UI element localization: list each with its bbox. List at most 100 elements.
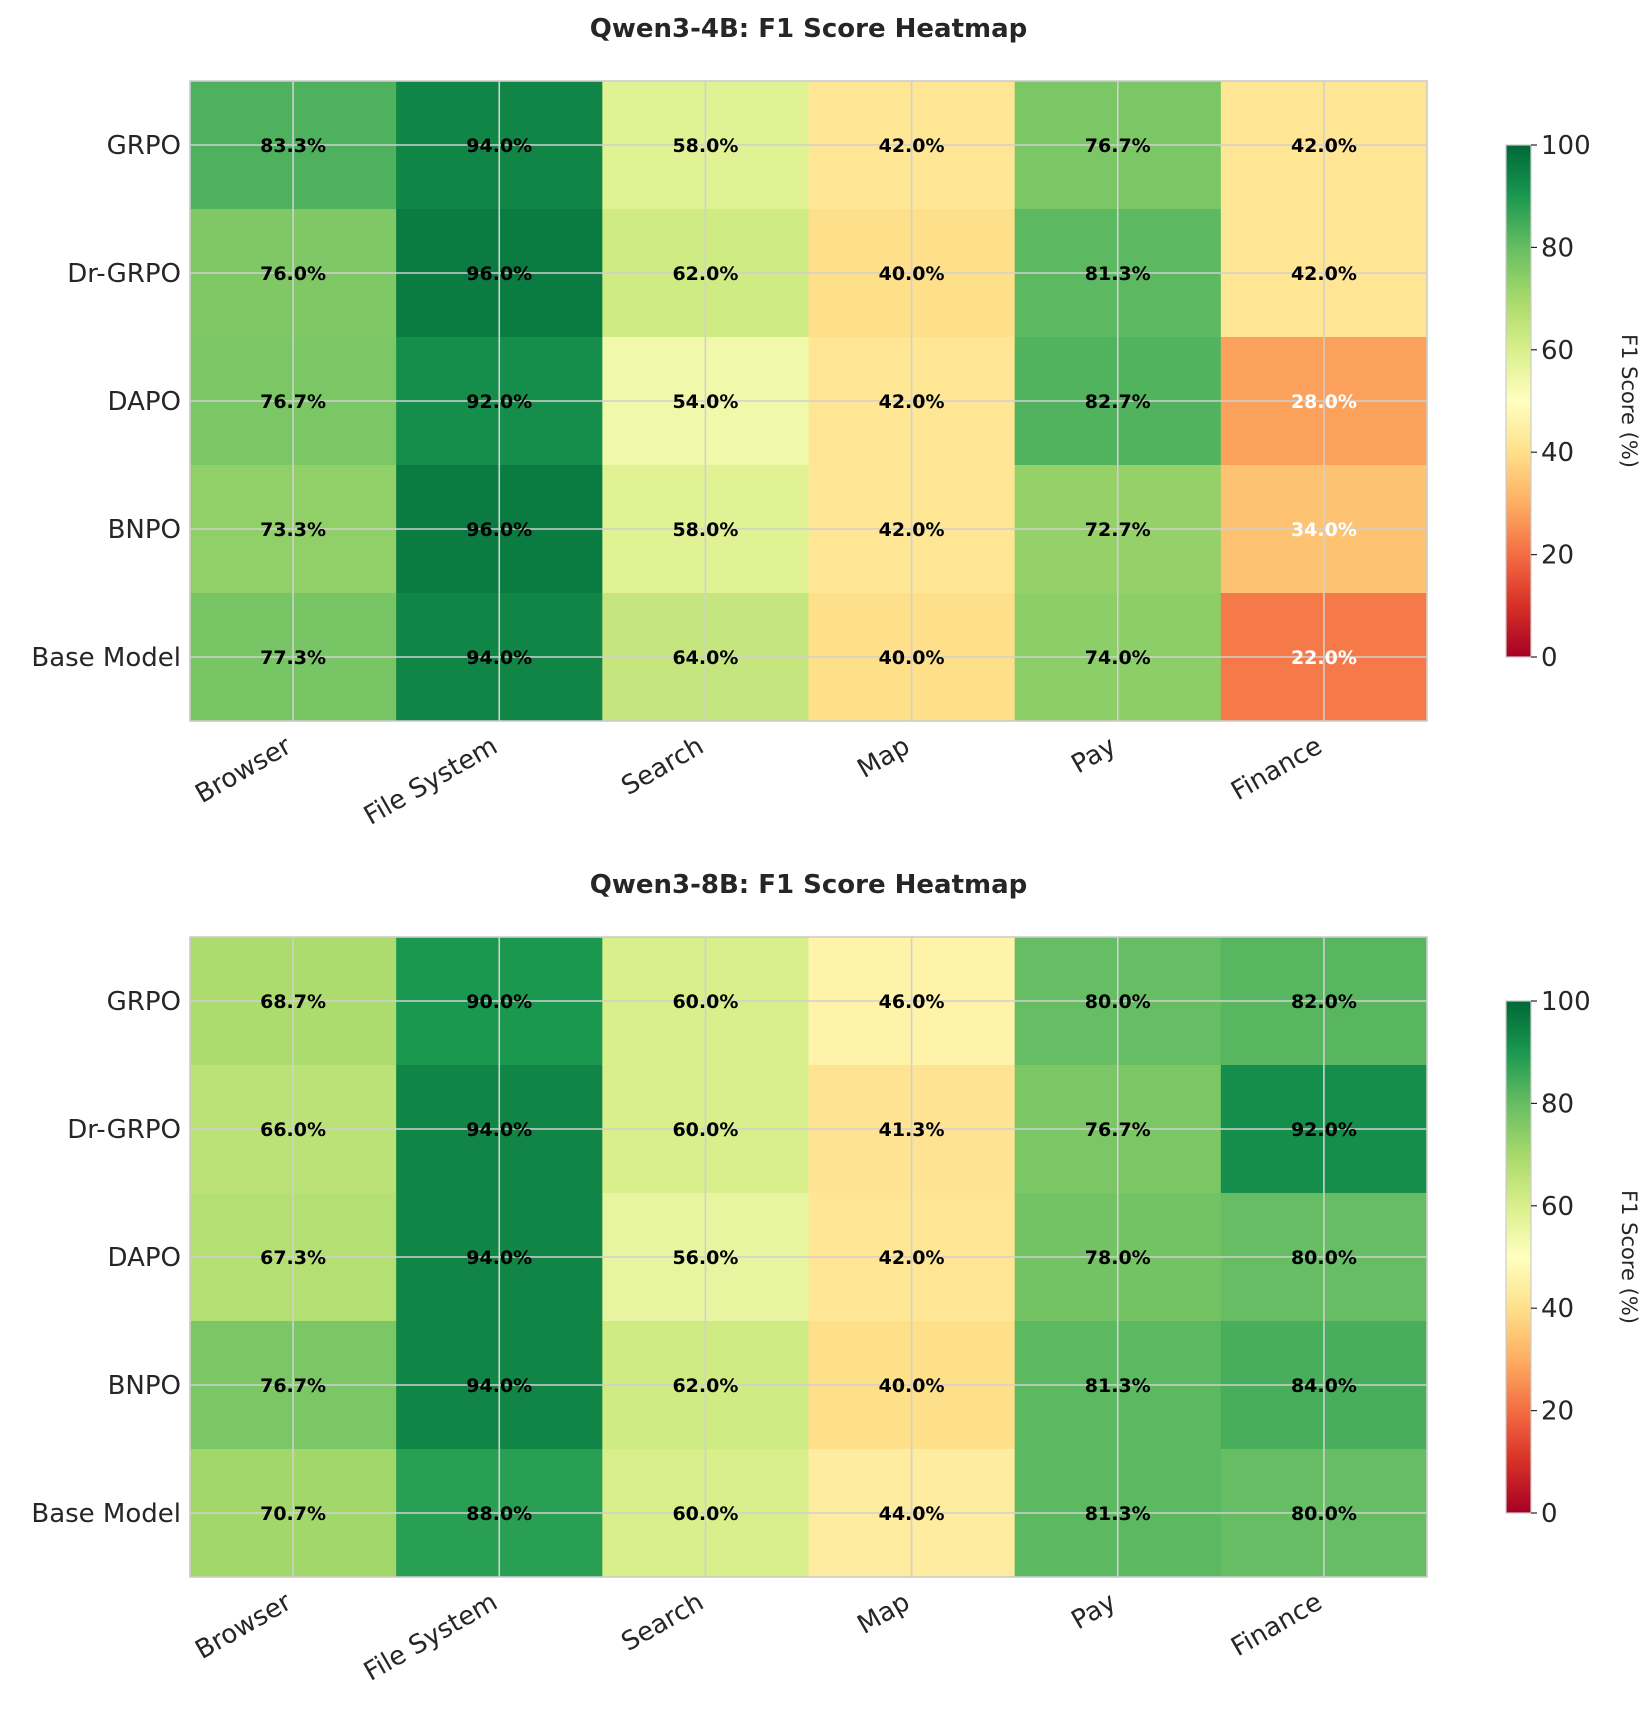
cell-value-label: 77.3% [260, 647, 326, 669]
cell-value-label: 83.3% [260, 135, 326, 157]
x-tick-label: Pay [1067, 731, 1122, 780]
cell-value-label: 40.0% [879, 647, 945, 669]
cell-value-label: 60.0% [672, 1119, 738, 1141]
y-tick-label: BNPO [108, 1371, 181, 1401]
colorbar-tick-label: 100 [1541, 131, 1591, 161]
cell-value-label: 76.7% [260, 1375, 326, 1397]
chart-title: Qwen3-4B: F1 Score Heatmap [590, 14, 1028, 44]
colorbar-tick-label: 40 [1541, 1294, 1574, 1324]
cell-value-label: 94.0% [466, 647, 532, 669]
cell-value-label: 82.0% [1291, 991, 1357, 1013]
cell-value-label: 80.0% [1291, 1247, 1357, 1269]
cell-value-label: 58.0% [672, 135, 738, 157]
chart-title: Qwen3-8B: F1 Score Heatmap [590, 870, 1028, 900]
x-tick-label: Search [617, 731, 709, 802]
colorbar-tick-label: 0 [1541, 643, 1558, 673]
cell-value-label: 54.0% [672, 391, 738, 413]
cell-value-label: 66.0% [260, 1119, 326, 1141]
y-tick-label: Base Model [31, 643, 181, 673]
cell-value-label: 80.0% [1085, 991, 1151, 1013]
cell-value-label: 34.0% [1291, 519, 1357, 541]
cell-value-label: 56.0% [672, 1247, 738, 1269]
cell-value-label: 81.3% [1085, 1375, 1151, 1397]
cell-value-label: 42.0% [879, 135, 945, 157]
cell-value-label: 90.0% [466, 991, 532, 1013]
colorbar-tick-label: 0 [1541, 1499, 1558, 1529]
plot-frame [189, 80, 1428, 722]
cell-value-label: 94.0% [466, 1119, 532, 1141]
x-tick-label: Finance [1226, 1587, 1327, 1663]
colorbar-tick-label: 60 [1541, 1192, 1574, 1222]
cell-value-label: 73.3% [260, 519, 326, 541]
cell-value-label: 74.0% [1085, 647, 1151, 669]
colorbar-tick-label: 20 [1541, 541, 1574, 571]
x-tick-label: Browser [190, 1587, 297, 1666]
cell-value-label: 68.7% [260, 991, 326, 1013]
colorbar-tick-label: 80 [1541, 233, 1574, 263]
cell-value-label: 94.0% [466, 1247, 532, 1269]
colorbar-tick-label: 100 [1541, 987, 1591, 1017]
x-tick-label: File System [359, 731, 503, 831]
cell-value-label: 40.0% [879, 263, 945, 285]
cell-value-label: 81.3% [1085, 263, 1151, 285]
cell-value-label: 92.0% [466, 391, 532, 413]
y-tick-label: BNPO [108, 515, 181, 545]
cell-value-label: 72.7% [1085, 519, 1151, 541]
cell-value-label: 41.3% [879, 1119, 945, 1141]
plot-frame [189, 936, 1428, 1578]
cell-value-label: 70.7% [260, 1503, 326, 1525]
x-tick-label: Finance [1226, 731, 1327, 807]
colorbar-tick-label: 60 [1541, 336, 1574, 366]
y-tick-label: DAPO [108, 1243, 182, 1273]
cell-value-label: 88.0% [466, 1503, 532, 1525]
cell-value-label: 28.0% [1291, 391, 1357, 413]
cell-value-label: 42.0% [879, 519, 945, 541]
cell-value-label: 40.0% [879, 1375, 945, 1397]
y-tick-label: Dr-GRPO [67, 259, 181, 289]
y-tick-label: GRPO [107, 131, 181, 161]
colorbar [1505, 1000, 1532, 1514]
cell-value-label: 82.7% [1085, 391, 1151, 413]
cell-value-label: 22.0% [1291, 647, 1357, 669]
cell-value-label: 62.0% [672, 263, 738, 285]
cell-value-label: 60.0% [672, 1503, 738, 1525]
colorbar-tick-label: 40 [1541, 438, 1574, 468]
cell-value-label: 94.0% [466, 1375, 532, 1397]
cell-value-label: 92.0% [1291, 1119, 1357, 1141]
cell-value-label: 42.0% [879, 391, 945, 413]
cell-value-label: 80.0% [1291, 1503, 1357, 1525]
colorbar-tick-label: 80 [1541, 1089, 1574, 1119]
x-tick-label: File System [359, 1587, 503, 1687]
cell-value-label: 96.0% [466, 263, 532, 285]
heatmap-panel-qwen3-4b: Qwen3-4B: F1 Score Heatmap 83.3% 94.0% 58.0… [31, 14, 1641, 831]
x-tick-label: Browser [190, 731, 297, 810]
heatmap-panel-qwen3-8b: Qwen3-8B: F1 Score Heatmap 68.7% 90.0% 60.0… [0, 856, 1644, 1712]
cell-value-label: 94.0% [466, 135, 532, 157]
cell-value-label: 46.0% [879, 991, 945, 1013]
y-tick-label: Dr-GRPO [67, 1115, 181, 1145]
cell-value-label: 67.3% [260, 1247, 326, 1269]
cell-value-label: 76.7% [1085, 135, 1151, 157]
y-tick-label: DAPO [108, 387, 182, 417]
cell-value-label: 84.0% [1291, 1375, 1357, 1397]
cell-value-label: 76.7% [260, 391, 326, 413]
x-tick-label: Map [853, 1587, 916, 1640]
cell-value-label: 76.7% [1085, 1119, 1151, 1141]
cell-value-label: 81.3% [1085, 1503, 1151, 1525]
heatmap-chart-qwen3-4b: Qwen3-4B: F1 Score Heatmap 83.3% 94.0% 58.0… [31, 14, 1641, 831]
cell-value-label: 58.0% [672, 519, 738, 541]
y-tick-label: Base Model [31, 1499, 181, 1529]
colorbar [1505, 144, 1532, 658]
x-tick-label: Search [617, 1587, 709, 1658]
cell-value-label: 60.0% [672, 991, 738, 1013]
cell-value-label: 64.0% [672, 647, 738, 669]
cell-value-label: 44.0% [879, 1503, 945, 1525]
cell-value-label: 62.0% [672, 1375, 738, 1397]
y-tick-label: GRPO [107, 987, 181, 1017]
cell-value-label: 96.0% [466, 519, 532, 541]
x-tick-label: Pay [1067, 1587, 1122, 1636]
cell-value-label: 42.0% [1291, 263, 1357, 285]
cell-value-label: 42.0% [1291, 135, 1357, 157]
heatmap-chart-qwen3-8b: Qwen3-8B: F1 Score Heatmap 68.7% 90.0% 60.0… [31, 870, 1641, 1687]
colorbar-tick-label: 20 [1541, 1397, 1574, 1427]
